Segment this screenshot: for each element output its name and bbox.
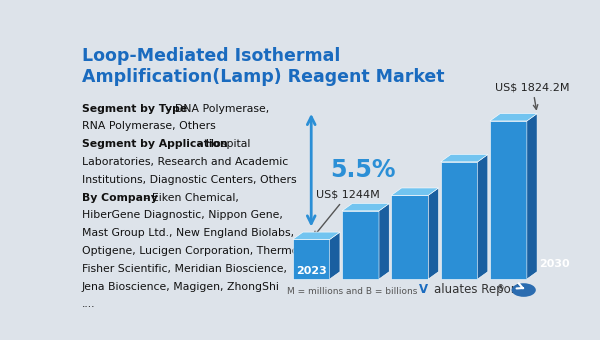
Text: RNA Polymerase, Others: RNA Polymerase, Others [82,121,216,132]
Polygon shape [379,204,389,279]
Polygon shape [342,204,389,211]
Text: Laboratories, Research and Academic: Laboratories, Research and Academic [82,157,288,167]
Polygon shape [428,188,439,279]
Polygon shape [293,232,340,239]
Text: Segment by Type: Segment by Type [82,104,187,114]
Polygon shape [440,162,478,279]
Text: Institutions, Diagnostic Centers, Others: Institutions, Diagnostic Centers, Others [82,175,296,185]
Text: 2030: 2030 [539,259,570,269]
Polygon shape [293,239,330,279]
Polygon shape [330,232,340,279]
Polygon shape [391,188,439,195]
Polygon shape [391,195,428,279]
Text: US$ 1824.2M: US$ 1824.2M [495,82,570,109]
Text: 2023: 2023 [296,267,326,276]
Text: Amplification(Lamp) Reagent Market: Amplification(Lamp) Reagent Market [82,68,445,86]
Text: aluates Reports: aluates Reports [434,283,527,296]
Text: - DNA Polymerase,: - DNA Polymerase, [164,104,269,114]
Text: M = millions and B = billions: M = millions and B = billions [287,287,417,296]
Circle shape [512,283,536,297]
Polygon shape [490,121,527,279]
Text: 5.5%: 5.5% [330,158,395,182]
Text: Segment by Application: Segment by Application [82,139,228,149]
Text: ....: .... [82,300,95,309]
Text: Loop-Mediated Isothermal: Loop-Mediated Isothermal [82,47,340,65]
Text: Mast Group Ltd., New England Biolabs,: Mast Group Ltd., New England Biolabs, [82,228,294,238]
Text: By Company: By Company [82,193,158,203]
Text: Jena Bioscience, Magigen, ZhongShi: Jena Bioscience, Magigen, ZhongShi [82,282,280,292]
Text: - Hospital: - Hospital [195,139,250,149]
Text: Optigene, Lucigen Corporation, Thermo: Optigene, Lucigen Corporation, Thermo [82,246,298,256]
Text: V: V [419,283,428,296]
Polygon shape [342,211,379,279]
Polygon shape [490,114,537,121]
Polygon shape [527,114,537,279]
Text: - Eiken Chemical,: - Eiken Chemical, [141,193,239,203]
Text: HiberGene Diagnostic, Nippon Gene,: HiberGene Diagnostic, Nippon Gene, [82,210,283,220]
Polygon shape [440,154,488,162]
Text: US$ 1244M: US$ 1244M [314,189,380,236]
Text: ®: ® [497,285,505,293]
Text: Fisher Scientific, Meridian Bioscience,: Fisher Scientific, Meridian Bioscience, [82,264,287,274]
Polygon shape [478,154,488,279]
